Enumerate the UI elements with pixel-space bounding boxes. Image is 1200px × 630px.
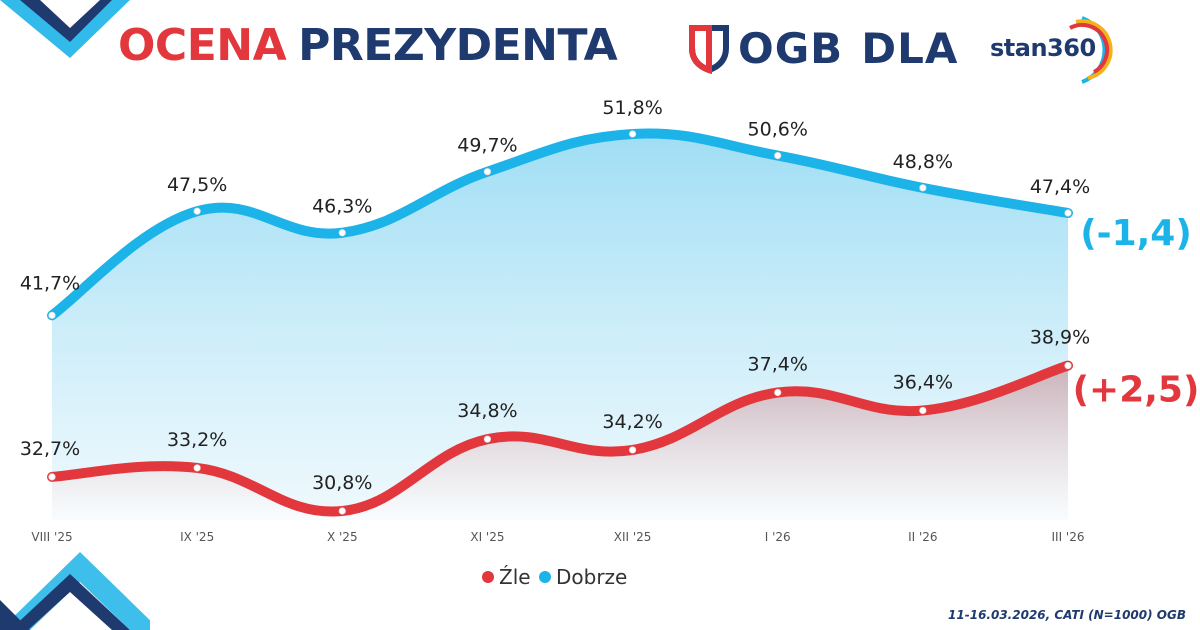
data-point-zle bbox=[48, 473, 56, 481]
data-point-dobrze bbox=[774, 151, 782, 160]
x-tick-label: IX '25 bbox=[180, 530, 214, 544]
data-point-zle bbox=[919, 406, 927, 415]
data-label-dobrze: 46,3% bbox=[312, 196, 372, 218]
data-point-zle bbox=[483, 435, 492, 443]
source-footnote: 11-16.03.2026, CATI (N=1000) OGB bbox=[948, 608, 1186, 622]
x-tick-label: I '26 bbox=[765, 530, 791, 544]
x-tick-label: III '26 bbox=[1052, 530, 1085, 544]
data-label-zle: 38,9% bbox=[1030, 327, 1090, 349]
legend-label-zle: Źle bbox=[499, 565, 531, 589]
data-point-dobrze bbox=[1064, 209, 1072, 217]
x-tick-label: XI '25 bbox=[470, 530, 504, 544]
x-tick-label: VIII '25 bbox=[31, 530, 72, 544]
data-point-dobrze bbox=[628, 130, 637, 138]
x-tick-label: II '26 bbox=[908, 530, 937, 544]
data-label-dobrze: 47,5% bbox=[167, 174, 227, 196]
data-label-zle: 34,8% bbox=[457, 400, 517, 422]
title-word-dla: DLA bbox=[861, 23, 959, 73]
series-line-dobrze bbox=[47, 128, 1073, 321]
legend-marker-dobrze bbox=[539, 571, 551, 583]
data-point-zle bbox=[1064, 361, 1072, 370]
zle-area bbox=[52, 365, 1068, 520]
data-label-zle: 30,8% bbox=[312, 472, 372, 494]
data-point-dobrze bbox=[193, 207, 201, 215]
legend-label-dobrze: Dobrze bbox=[556, 565, 627, 589]
data-label-dobrze: 49,7% bbox=[457, 135, 517, 157]
data-point-dobrze bbox=[919, 184, 927, 192]
data-label-dobrze: 48,8% bbox=[893, 151, 953, 173]
signal-arcs-icon bbox=[1069, 16, 1113, 84]
x-tick-label: X '25 bbox=[327, 530, 358, 544]
data-label-dobrze: 50,6% bbox=[748, 119, 808, 141]
data-point-dobrze bbox=[48, 311, 56, 319]
series-line-zle bbox=[47, 360, 1073, 517]
ogb-logo: OGB DLA bbox=[686, 20, 958, 76]
stan360-logo: stan360 bbox=[990, 12, 1120, 88]
title-word-ocena: OCENA bbox=[118, 20, 287, 71]
ogb-brand-text: OGB bbox=[738, 23, 844, 73]
data-label-zle: 32,7% bbox=[20, 438, 80, 460]
data-label-zle: 34,2% bbox=[602, 411, 662, 433]
change-label-zle: (+2,5) bbox=[1073, 370, 1200, 411]
shield-icon bbox=[689, 25, 729, 74]
change-label-dobrze: (-1,4) bbox=[1080, 213, 1192, 254]
page-title: OCENA PREZYDENTA bbox=[118, 14, 618, 78]
legend-marker-zle bbox=[482, 571, 494, 583]
data-label-dobrze: 47,4% bbox=[1030, 176, 1090, 198]
data-label-dobrze: 41,7% bbox=[20, 272, 80, 294]
data-point-zle bbox=[774, 388, 782, 397]
data-label-zle: 36,4% bbox=[893, 371, 953, 393]
data-label-dobrze: 51,8% bbox=[602, 97, 662, 119]
data-point-dobrze bbox=[483, 168, 492, 176]
data-point-zle bbox=[628, 446, 637, 454]
data-label-zle: 33,2% bbox=[167, 429, 227, 451]
data-point-zle bbox=[338, 507, 346, 515]
title-word-prezydenta: PREZYDENTA bbox=[298, 20, 618, 71]
stan360-text: stan360 bbox=[990, 34, 1096, 62]
x-tick-label: XII '25 bbox=[614, 530, 652, 544]
data-label-zle: 37,4% bbox=[748, 354, 808, 376]
data-point-dobrze bbox=[338, 229, 346, 237]
data-point-zle bbox=[193, 464, 201, 472]
